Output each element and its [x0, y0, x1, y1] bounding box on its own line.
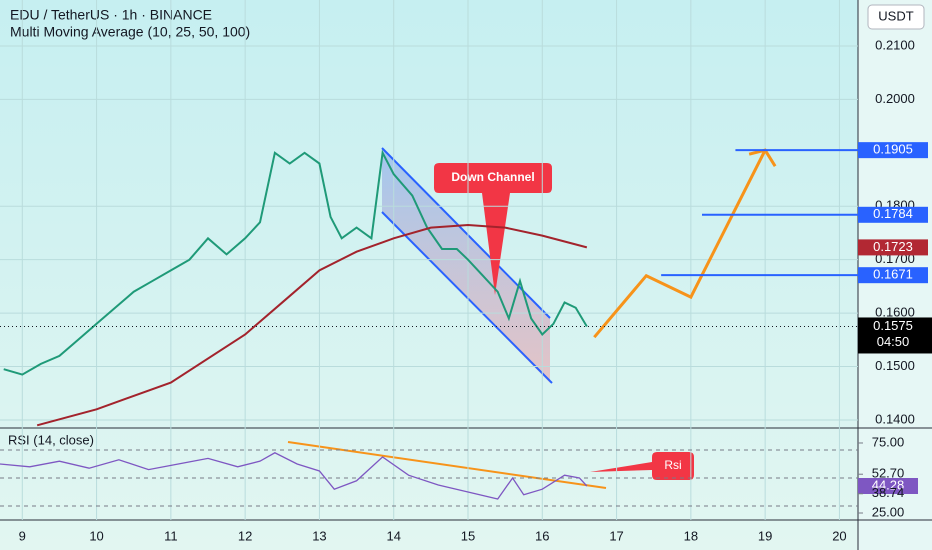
x-tick-label: 12 — [238, 528, 252, 543]
y-tick-label: 0.2000 — [875, 91, 915, 106]
price-level-label: 0.1671 — [873, 267, 913, 282]
price-level-box — [858, 267, 928, 284]
callout-label: Rsi — [664, 458, 681, 472]
price-level-label: 0.1784 — [873, 206, 913, 221]
rsi-line — [0, 452, 588, 500]
indicator: Multi Moving Average (10, 25, 50, 100) — [10, 24, 250, 40]
last-price-label: 0.1575 — [873, 318, 913, 333]
countdown: 04:50 — [877, 334, 910, 349]
rsi-tick-label: 75.00 — [872, 434, 905, 449]
price-level-label: 0.1905 — [873, 142, 913, 157]
rsi-value-label: 44.28 — [872, 477, 905, 492]
price-level-box — [858, 206, 928, 223]
rsi-trendline — [287, 441, 607, 489]
ma-last-box — [858, 239, 928, 256]
currency: USDT — [878, 8, 913, 23]
symbol: EDU / TetherUS · 1h · BINANCE — [10, 7, 212, 23]
y-tick-label: 0.1400 — [875, 411, 915, 426]
x-tick-label: 10 — [89, 528, 103, 543]
projection-line — [593, 149, 767, 339]
y-tick-label: 0.2100 — [875, 37, 915, 52]
callout-box — [434, 163, 552, 295]
ma-last-label: 0.1723 — [873, 239, 913, 254]
x-tick-label: 9 — [19, 528, 26, 543]
x-tick-label: 15 — [461, 528, 475, 543]
x-tick-label: 14 — [386, 528, 400, 543]
x-tick-label: 19 — [758, 528, 772, 543]
rsi-value-box — [858, 478, 918, 495]
series-line — [3, 149, 588, 376]
rsi-tick-label: 25.00 — [872, 504, 905, 519]
callout-label: Down Channel — [451, 170, 534, 184]
series-line — [36, 223, 588, 427]
x-tick-label: 17 — [609, 528, 623, 543]
x-tick-label: 18 — [684, 528, 698, 543]
rsi-value-label: 52.70 — [872, 466, 905, 481]
y-tick-label: 0.1600 — [875, 305, 915, 320]
channel-lower — [381, 211, 553, 384]
x-tick-label: 20 — [832, 528, 846, 543]
currency-box — [867, 4, 925, 30]
rsi-value-label: 38.74 — [872, 485, 905, 500]
price-level-box — [858, 142, 928, 159]
y-tick-label: 0.1500 — [875, 358, 915, 373]
rsi-title: RSI (14, close) — [8, 432, 94, 447]
x-tick-label: 11 — [164, 528, 178, 543]
x-tick-label: 16 — [535, 528, 549, 543]
last-price-box — [858, 317, 932, 354]
x-tick-label: 13 — [312, 528, 326, 543]
callout-box — [590, 452, 694, 480]
